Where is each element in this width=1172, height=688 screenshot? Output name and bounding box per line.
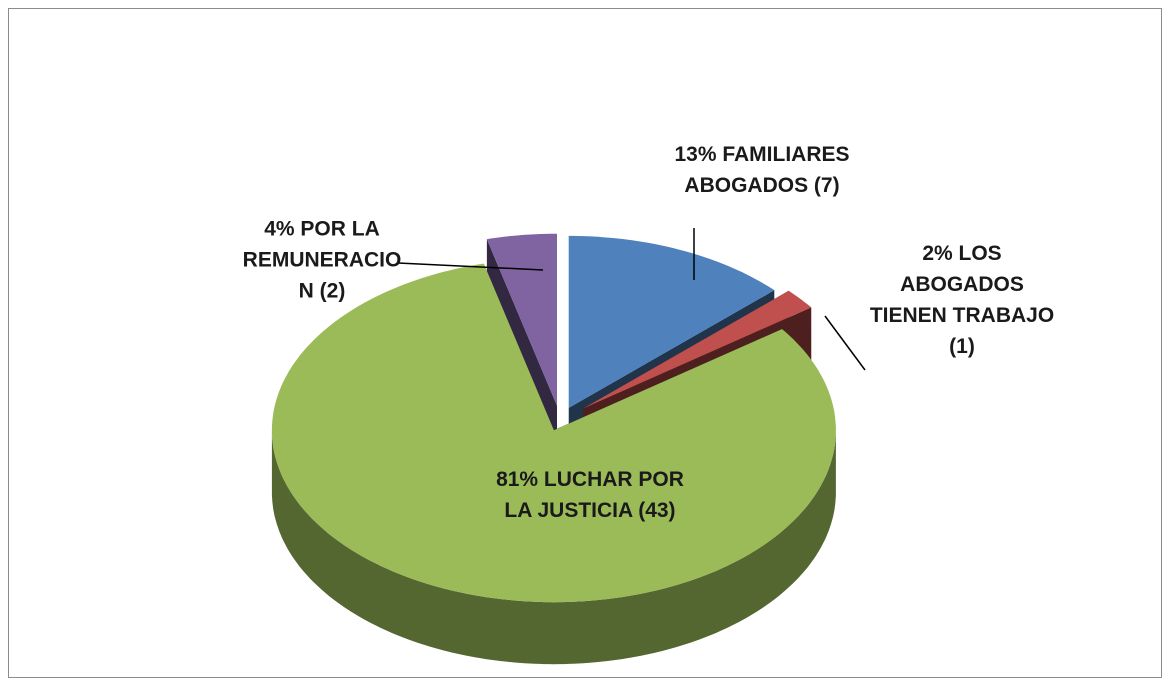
chart-frame	[8, 8, 1162, 678]
slice	[271, 263, 836, 603]
leader-line	[824, 315, 866, 371]
data-label: 2% LOS ABOGADOS TIENEN TRABAJO (1)	[869, 242, 1055, 358]
slice-side	[271, 430, 836, 665]
slice	[568, 235, 775, 408]
pie-tops	[271, 233, 836, 603]
leader-line	[397, 262, 544, 271]
data-label: 81% LUCHAR POR LA JUSTICIA (43)	[496, 468, 684, 522]
leader-lines	[397, 228, 866, 371]
slice	[583, 290, 812, 409]
slice	[486, 233, 557, 406]
data-label: 4% POR LA REMUNERACION (2)	[242, 217, 402, 303]
data-label: 13% FAMILIARES ABOGADOS (7)	[674, 143, 850, 197]
